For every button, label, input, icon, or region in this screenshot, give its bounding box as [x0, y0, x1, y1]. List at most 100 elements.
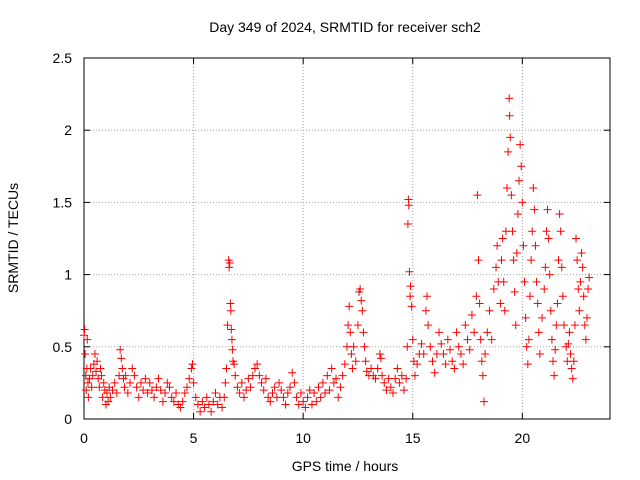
data-point	[288, 368, 297, 377]
data-point	[485, 306, 494, 315]
data-point	[359, 328, 368, 337]
data-point	[535, 350, 544, 359]
data-point	[570, 321, 579, 330]
data-point	[180, 389, 189, 398]
data-point	[345, 302, 354, 311]
data-point	[543, 205, 552, 214]
data-point	[294, 400, 303, 409]
data-point	[428, 357, 437, 366]
data-point	[443, 335, 452, 344]
data-point	[526, 292, 535, 301]
data-point	[121, 371, 130, 380]
data-point	[336, 383, 345, 392]
data-point	[555, 209, 564, 218]
data-point	[126, 378, 135, 387]
data-point	[533, 299, 542, 308]
data-point	[145, 378, 154, 387]
data-point	[237, 378, 246, 387]
data-point	[87, 383, 96, 392]
data-point	[132, 383, 141, 392]
data-point	[147, 386, 156, 395]
data-point	[348, 364, 357, 373]
data-point	[314, 383, 323, 392]
data-point	[552, 321, 561, 330]
data-point	[478, 371, 487, 380]
data-point	[279, 393, 288, 402]
data-point	[569, 357, 578, 366]
data-point	[395, 378, 404, 387]
data-point	[158, 397, 167, 406]
data-point	[255, 371, 264, 380]
data-point	[312, 397, 321, 406]
data-point	[257, 378, 266, 387]
data-point	[185, 374, 194, 383]
data-point	[497, 256, 506, 265]
data-point	[189, 378, 198, 387]
data-point	[380, 378, 389, 387]
data-point	[152, 383, 161, 392]
data-point	[419, 350, 428, 359]
data-point	[483, 328, 492, 337]
data-point	[286, 383, 295, 392]
y-tick-label: 0	[64, 411, 72, 427]
data-point	[80, 331, 88, 340]
data-point	[97, 371, 106, 380]
data-point	[456, 350, 465, 359]
data-point	[373, 364, 382, 373]
data-point	[487, 335, 496, 344]
data-point	[439, 350, 448, 359]
data-point	[515, 176, 524, 185]
data-point	[573, 256, 582, 265]
data-point	[430, 368, 439, 377]
data-point	[96, 364, 105, 373]
data-point	[407, 302, 416, 311]
data-point	[513, 209, 522, 218]
data-point	[161, 389, 170, 398]
data-point	[106, 393, 115, 402]
y-tick-labels: 0 0.5 1 1.5 2 2.5	[53, 50, 73, 427]
data-point	[362, 367, 371, 376]
data-point	[264, 393, 273, 402]
data-point	[391, 374, 400, 383]
data-point	[84, 393, 93, 402]
data-point	[228, 345, 237, 354]
data-point	[134, 393, 143, 402]
data-point	[470, 328, 479, 337]
data-point	[321, 389, 330, 398]
data-point	[492, 263, 501, 272]
data-point	[196, 407, 205, 416]
data-point	[574, 285, 583, 294]
data-point	[567, 364, 576, 373]
data-point	[393, 364, 402, 373]
data-point	[193, 400, 202, 409]
data-point	[244, 374, 253, 383]
data-point	[376, 354, 385, 363]
data-point	[143, 389, 152, 398]
data-point	[498, 234, 507, 243]
data-point	[246, 383, 255, 392]
data-point	[275, 378, 284, 387]
data-point	[303, 393, 312, 402]
data-point	[139, 386, 148, 395]
data-point	[551, 345, 560, 354]
data-point	[346, 328, 355, 337]
data-point	[516, 140, 525, 149]
data-point	[550, 371, 559, 380]
data-point	[235, 389, 244, 398]
data-point	[222, 364, 231, 373]
data-point	[200, 403, 209, 412]
x-tick-label: 20	[515, 430, 531, 446]
data-point	[230, 360, 239, 369]
data-point	[421, 306, 430, 315]
data-point	[141, 374, 150, 383]
data-point	[405, 267, 414, 276]
data-point	[213, 400, 222, 409]
data-point	[459, 360, 468, 369]
data-point	[386, 383, 395, 392]
data-point	[86, 364, 95, 373]
data-point	[191, 393, 200, 402]
data-point	[472, 292, 481, 301]
data-point	[452, 328, 461, 337]
data-point	[163, 378, 172, 387]
data-point	[477, 357, 486, 366]
